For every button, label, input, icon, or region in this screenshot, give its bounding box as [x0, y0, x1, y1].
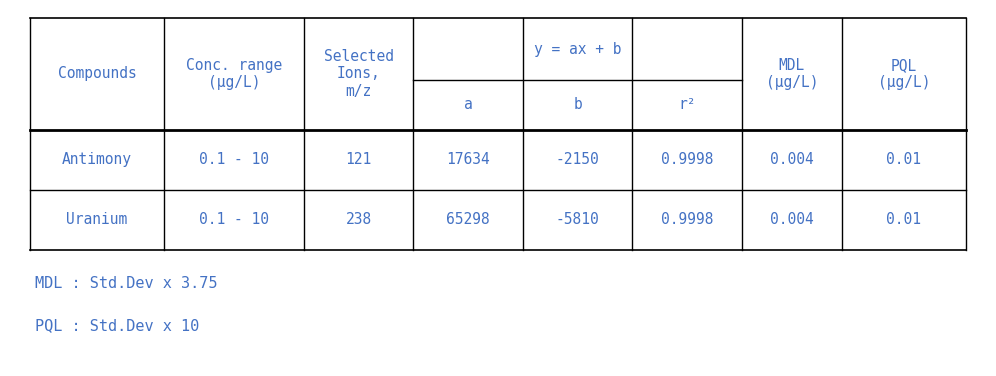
Text: r²: r²	[678, 97, 696, 112]
Text: MDL
(μg/L): MDL (μg/L)	[766, 58, 818, 90]
Text: PQL
(μg/L): PQL (μg/L)	[877, 58, 930, 90]
Text: 0.004: 0.004	[770, 152, 814, 167]
Text: 238: 238	[346, 212, 372, 227]
Text: -5810: -5810	[556, 212, 600, 227]
Text: Antimony: Antimony	[62, 152, 132, 167]
Text: Selected
Ions,
m/z: Selected Ions, m/z	[324, 49, 393, 99]
Text: y = ax + b: y = ax + b	[534, 42, 622, 56]
Text: 0.9998: 0.9998	[661, 212, 713, 227]
Text: 17634: 17634	[446, 152, 490, 167]
Text: 0.9998: 0.9998	[661, 152, 713, 167]
Text: 65298: 65298	[446, 212, 490, 227]
Text: 0.01: 0.01	[886, 152, 921, 167]
Text: PQL : Std.Dev x 10: PQL : Std.Dev x 10	[35, 318, 199, 333]
Text: Conc. range
(μg/L): Conc. range (μg/L)	[186, 58, 282, 90]
Text: b: b	[574, 97, 582, 112]
Text: 0.01: 0.01	[886, 212, 921, 227]
Text: Compounds: Compounds	[58, 67, 136, 81]
Text: 0.1 - 10: 0.1 - 10	[199, 212, 269, 227]
Text: MDL : Std.Dev x 3.75: MDL : Std.Dev x 3.75	[35, 276, 217, 291]
Text: 0.004: 0.004	[770, 212, 814, 227]
Text: -2150: -2150	[556, 152, 600, 167]
Text: 0.1 - 10: 0.1 - 10	[199, 152, 269, 167]
Text: Uranium: Uranium	[67, 212, 127, 227]
Text: 121: 121	[346, 152, 372, 167]
Text: a: a	[464, 97, 472, 112]
